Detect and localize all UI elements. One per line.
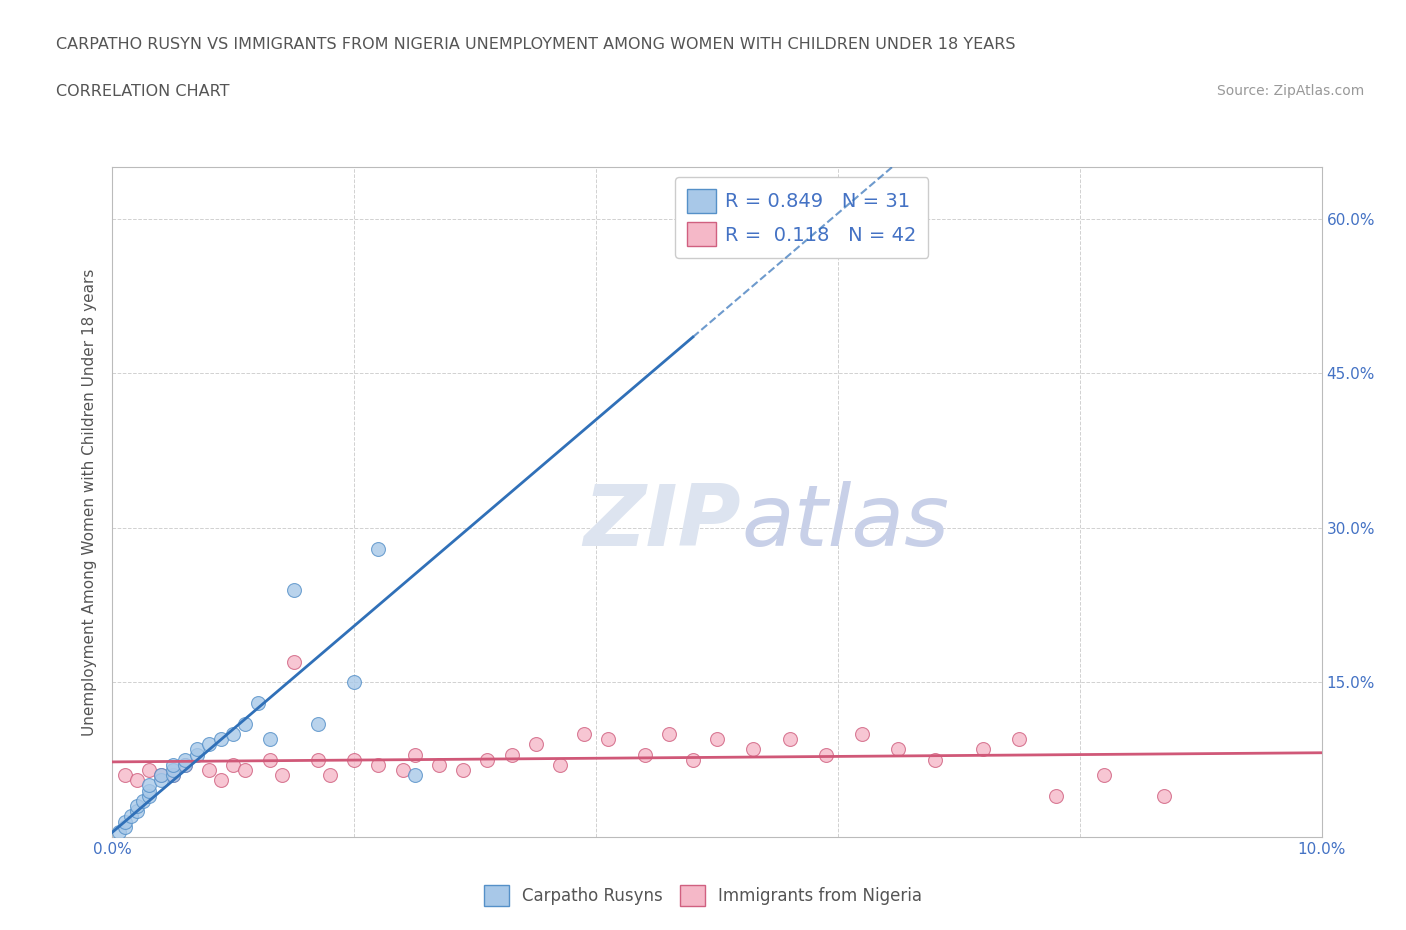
Point — [404, 768, 426, 783]
Point — [186, 742, 208, 757]
Text: ZIP: ZIP — [583, 481, 741, 564]
Point — [174, 752, 197, 767]
Point — [138, 763, 160, 777]
Point — [270, 768, 292, 783]
Point — [501, 747, 523, 762]
Point — [391, 763, 413, 777]
Point — [1045, 789, 1067, 804]
Point — [222, 726, 245, 741]
Point — [598, 732, 620, 747]
Point — [1153, 789, 1175, 804]
Text: CORRELATION CHART: CORRELATION CHART — [56, 84, 229, 99]
Point — [887, 742, 910, 757]
Point — [198, 737, 221, 751]
Point — [367, 541, 389, 556]
Point — [706, 732, 728, 747]
Point — [198, 763, 221, 777]
Point — [162, 768, 184, 783]
Point — [149, 773, 172, 788]
Point — [259, 732, 281, 747]
Point — [132, 793, 155, 808]
Point — [343, 752, 366, 767]
Point — [367, 757, 389, 772]
Point — [114, 814, 136, 829]
Point — [682, 232, 704, 247]
Point — [149, 768, 172, 783]
Text: atlas: atlas — [741, 481, 949, 564]
Point — [1008, 732, 1031, 747]
Point — [114, 768, 136, 783]
Point — [814, 747, 837, 762]
Point — [742, 742, 765, 757]
Point — [162, 763, 184, 777]
Point — [524, 737, 547, 751]
Point — [235, 716, 257, 731]
Point — [138, 789, 160, 804]
Point — [658, 726, 681, 741]
Point — [162, 757, 184, 772]
Y-axis label: Unemployment Among Women with Children Under 18 years: Unemployment Among Women with Children U… — [82, 269, 97, 736]
Point — [451, 763, 474, 777]
Legend: R = 0.849   N = 31, R =  0.118   N = 42: R = 0.849 N = 31, R = 0.118 N = 42 — [675, 177, 928, 258]
Point — [235, 763, 257, 777]
Legend: Carpatho Rusyns, Immigrants from Nigeria: Carpatho Rusyns, Immigrants from Nigeria — [477, 879, 929, 912]
Point — [114, 819, 136, 834]
Point — [125, 773, 148, 788]
Point — [186, 747, 208, 762]
Point — [138, 778, 160, 793]
Point — [572, 726, 595, 741]
Point — [427, 757, 450, 772]
Point — [222, 757, 245, 772]
Point — [283, 655, 305, 670]
Point — [246, 696, 269, 711]
Point — [174, 757, 197, 772]
Text: Source: ZipAtlas.com: Source: ZipAtlas.com — [1216, 84, 1364, 98]
Point — [548, 757, 571, 772]
Point — [682, 752, 704, 767]
Point — [779, 732, 801, 747]
Point — [319, 768, 342, 783]
Point — [209, 773, 232, 788]
Text: CARPATHO RUSYN VS IMMIGRANTS FROM NIGERIA UNEMPLOYMENT AMONG WOMEN WITH CHILDREN: CARPATHO RUSYN VS IMMIGRANTS FROM NIGERI… — [56, 37, 1015, 52]
Point — [283, 582, 305, 597]
Point — [138, 783, 160, 798]
Point — [209, 732, 232, 747]
Point — [924, 752, 946, 767]
Point — [259, 752, 281, 767]
Point — [404, 747, 426, 762]
Point — [174, 757, 197, 772]
Point — [851, 726, 873, 741]
Point — [972, 742, 994, 757]
Point — [1092, 768, 1115, 783]
Point — [162, 768, 184, 783]
Point — [307, 752, 329, 767]
Point — [120, 809, 142, 824]
Point — [477, 752, 499, 767]
Point — [107, 824, 129, 839]
Point — [149, 768, 172, 783]
Point — [125, 799, 148, 814]
Point — [307, 716, 329, 731]
Point — [633, 747, 655, 762]
Point — [125, 804, 148, 818]
Point — [343, 675, 366, 690]
